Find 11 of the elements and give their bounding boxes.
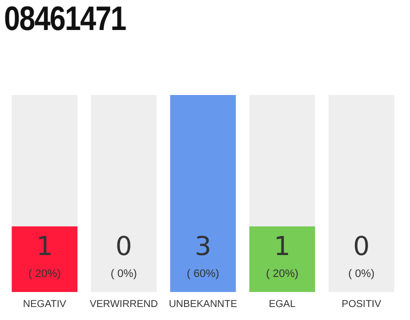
data-label: 0 ( 0%)	[110, 232, 137, 280]
x-tick-label: NEGATIV	[23, 298, 67, 310]
chart-title: 08461471	[4, 0, 126, 39]
x-tick-label: UNBEKANNTE	[168, 298, 238, 310]
x-tick-label: VERWIRREND	[90, 298, 158, 310]
x-tick-label: POSITIV	[342, 298, 382, 310]
data-label: 3 ( 60%)	[186, 232, 220, 280]
x-tick-label: EGAL	[268, 298, 296, 310]
data-label: 1 ( 20%)	[266, 232, 298, 280]
data-label: 1 ( 20%)	[28, 232, 61, 280]
data-label: 0 ( 0%)	[348, 232, 375, 280]
